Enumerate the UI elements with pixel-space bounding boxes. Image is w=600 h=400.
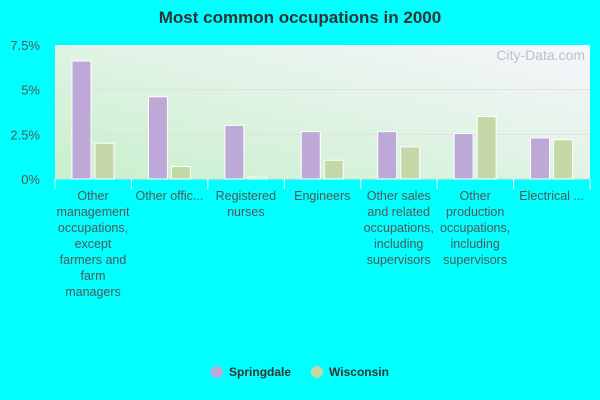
plot-area: [55, 45, 590, 179]
legend-swatch: [311, 366, 324, 378]
bar-wisconsin[interactable]: [400, 146, 421, 180]
legend-label: Wisconsin: [329, 365, 389, 379]
bar-springdale[interactable]: [453, 132, 474, 180]
y-tick-label: 0%: [21, 172, 40, 187]
legend-item[interactable]: Wisconsin: [311, 365, 389, 379]
x-tick-label: Other management occupations, except far…: [56, 189, 130, 299]
bar-wisconsin[interactable]: [247, 176, 268, 180]
watermark: City-Data.com: [496, 47, 585, 63]
bar-wisconsin[interactable]: [94, 142, 115, 180]
bar-wisconsin[interactable]: [553, 139, 574, 180]
bar-springdale[interactable]: [71, 60, 92, 180]
y-tick-label: 5%: [21, 83, 40, 98]
bar-wisconsin[interactable]: [323, 159, 344, 180]
legend-label: Springdale: [229, 365, 292, 379]
x-tick-label: Registered nurses: [215, 189, 277, 219]
legend: Springdale Wisconsin: [0, 365, 600, 381]
bar-springdale[interactable]: [147, 96, 168, 180]
bar-springdale[interactable]: [377, 131, 398, 180]
bar-wisconsin[interactable]: [170, 165, 191, 180]
y-tick-label: 7.5%: [10, 38, 40, 53]
bar-wisconsin[interactable]: [476, 115, 497, 180]
x-tick-label: Engineers: [294, 189, 351, 203]
bar-springdale[interactable]: [224, 124, 245, 180]
x-tick-label: Other offic...: [135, 189, 204, 203]
bar-springdale[interactable]: [530, 137, 551, 180]
legend-swatch: [211, 366, 224, 378]
x-tick-label: Other production occupations, including …: [440, 189, 511, 267]
x-tick-label: Other sales and related occupations, inc…: [363, 189, 434, 267]
x-tick-label: Electrical ...: [519, 189, 584, 203]
bar-springdale[interactable]: [300, 131, 321, 180]
y-tick-label: 2.5%: [10, 127, 40, 142]
chart-title: Most common occupations in 2000: [158, 8, 442, 27]
legend-item[interactable]: Springdale: [211, 365, 291, 379]
